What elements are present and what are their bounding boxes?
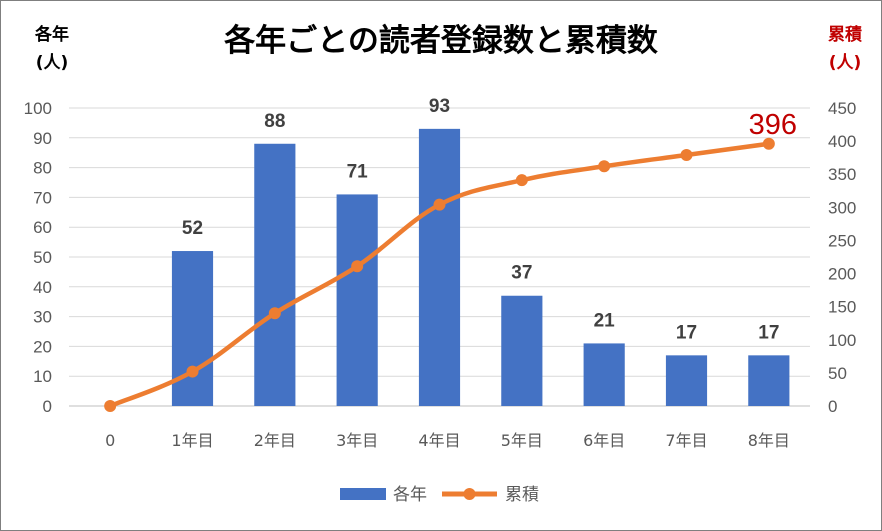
left-tick-label: 90 (33, 129, 52, 148)
left-tick-label: 0 (43, 397, 52, 416)
line-point (433, 198, 446, 211)
line-point (104, 400, 117, 412)
left-axis-label-line1: 各年 (34, 24, 69, 45)
bar-series (171, 128, 790, 407)
bar-data-label: 52 (182, 218, 203, 239)
left-tick-label: 30 (33, 308, 52, 327)
line-point (186, 365, 199, 378)
right-tick-label: 0 (828, 397, 837, 416)
bar-data-label: 88 (264, 111, 285, 132)
bar-data-label: 17 (676, 322, 697, 343)
legend-line-label: 累積 (505, 485, 539, 505)
legend-line-marker (463, 488, 476, 500)
category-label: 6年目 (583, 431, 625, 450)
line-series: 396 (104, 109, 797, 412)
line-point (515, 174, 528, 187)
right-tick-label: 350 (828, 165, 856, 184)
category-label: 5年目 (501, 431, 543, 450)
right-tick-label: 250 (828, 231, 856, 250)
bar (418, 128, 461, 407)
right-axis-label-line1: 累積 (828, 24, 863, 45)
line-point (598, 160, 611, 173)
left-tick-label: 50 (33, 248, 52, 267)
right-tick-label: 100 (828, 331, 856, 350)
right-tick-label: 450 (828, 99, 856, 118)
category-axis-labels: 0 1年目 2年目 3年目 4年目 5年目 6年目 7年目 8年目 (105, 431, 790, 450)
left-tick-label: 70 (33, 188, 52, 207)
chart-title: 各年ごとの読者登録数と累積数 (223, 23, 658, 59)
line-point (351, 260, 364, 273)
bar-data-label: 17 (758, 322, 779, 343)
line-point (268, 307, 281, 320)
final-cumulative-label: 396 (749, 109, 797, 141)
bar-data-labels: 52 88 71 93 37 21 17 17 (182, 96, 779, 343)
right-tick-label: 150 (828, 298, 856, 317)
left-axis-ticks: 0 10 20 30 40 50 60 70 80 90 100 (24, 99, 52, 416)
legend-bar-swatch (340, 488, 386, 500)
right-axis-ticks: 0 50 100 150 200 250 300 350 400 450 (828, 99, 856, 416)
line-point (762, 137, 775, 150)
right-tick-label: 400 (828, 132, 856, 151)
bar-data-label: 37 (511, 263, 532, 284)
category-label: 2年目 (254, 431, 296, 450)
bar-data-label: 71 (347, 161, 369, 182)
left-tick-label: 10 (33, 367, 52, 386)
category-label: 4年目 (418, 431, 460, 450)
legend: 各年 累積 (340, 485, 539, 505)
bar (501, 295, 543, 406)
category-label: 3年目 (336, 431, 378, 450)
category-label: 1年目 (171, 431, 213, 450)
category-label: 7年目 (665, 431, 707, 450)
left-tick-label: 100 (24, 99, 52, 118)
bar (171, 251, 214, 406)
bar (336, 194, 378, 406)
left-tick-label: 60 (33, 218, 52, 237)
left-tick-label: 20 (33, 337, 52, 356)
right-tick-label: 50 (828, 364, 847, 383)
bar (748, 355, 790, 406)
line-point (680, 149, 693, 162)
left-axis-label-line2: (人) (36, 53, 69, 73)
bar (665, 355, 708, 406)
right-tick-label: 300 (828, 198, 856, 217)
right-axis-label-line2: (人) (829, 53, 862, 73)
right-tick-label: 200 (828, 265, 856, 284)
bar (254, 143, 296, 406)
category-label: 8年目 (748, 431, 790, 450)
bar-data-label: 93 (429, 96, 450, 117)
category-label: 0 (105, 431, 115, 450)
legend-bar-label: 各年 (393, 485, 427, 505)
bar-data-label: 21 (594, 310, 616, 331)
left-tick-label: 80 (33, 159, 52, 178)
bar (583, 343, 625, 406)
left-tick-label: 40 (33, 278, 52, 297)
